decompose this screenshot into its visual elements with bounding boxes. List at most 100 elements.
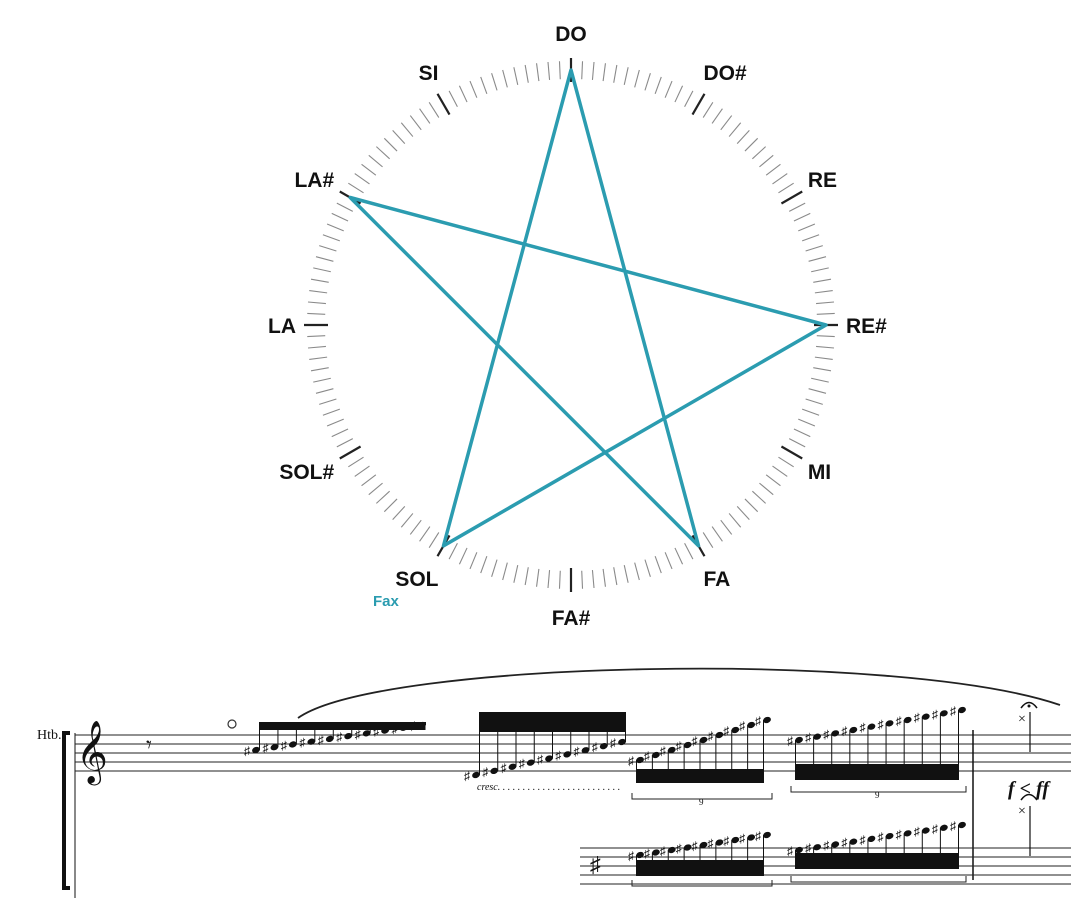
- note-head: [651, 849, 660, 856]
- minor-tick: [720, 115, 733, 131]
- minor-tick: [383, 498, 398, 513]
- note-head: [921, 827, 930, 834]
- note-head: [362, 730, 371, 737]
- minor-tick: [702, 102, 714, 118]
- minor-tick: [751, 490, 767, 504]
- minor-tick: [816, 301, 835, 305]
- harmonic-note-lower-icon: ×: [1018, 804, 1026, 819]
- note-head: [813, 844, 822, 851]
- minor-tick: [315, 388, 334, 394]
- minor-tick: [319, 245, 337, 252]
- note-label-la: LA: [268, 315, 296, 338]
- minor-tick: [354, 173, 370, 185]
- note-head: [667, 746, 676, 754]
- sharp-accidental-icon: ♯: [859, 833, 865, 847]
- note-beam: [479, 712, 626, 732]
- minor-tick: [702, 532, 714, 548]
- minor-tick: [502, 562, 508, 581]
- minor-tick: [772, 173, 788, 185]
- sharp-accidental-icon: ♯: [676, 739, 682, 753]
- minor-tick: [751, 146, 767, 160]
- eighth-rest-icon: 𝄾: [146, 732, 152, 757]
- tuplet-number-2: 9: [875, 790, 880, 800]
- note-head: [667, 846, 676, 854]
- minor-tick: [623, 565, 629, 583]
- note-head: [939, 824, 948, 831]
- sharp-accidental-icon: ♯: [823, 838, 829, 852]
- note-head: [307, 738, 316, 745]
- minor-tick: [623, 67, 629, 85]
- fermata-dot: [1027, 704, 1031, 708]
- tuplet-number-1: 9: [699, 797, 704, 807]
- sharp-accidental-icon: ♯: [841, 724, 847, 738]
- minor-tick: [805, 245, 823, 252]
- note-head: [747, 834, 756, 841]
- note-head: [699, 841, 708, 849]
- minor-tick: [400, 122, 414, 137]
- minor-tick: [814, 356, 833, 361]
- sharp-accidental-icon: ♯: [805, 731, 811, 745]
- minor-tick: [793, 428, 811, 438]
- minor-tick: [524, 567, 529, 586]
- note-head: [472, 771, 480, 779]
- note-head: [636, 756, 644, 764]
- note-head: [885, 832, 894, 840]
- note-head: [849, 726, 858, 734]
- note-head: [683, 741, 692, 749]
- minor-tick: [348, 456, 364, 468]
- sharp-accidental-icon: ♯: [739, 832, 745, 846]
- major-tick: [436, 93, 451, 116]
- note-head: [731, 726, 740, 734]
- sharp-accidental-icon: ♯: [592, 740, 598, 754]
- sharp-accidental-icon: ♯: [644, 749, 650, 763]
- note-group-1: ♯♯♯♯♯♯♯♯♯♯: [244, 719, 426, 758]
- cresc-marking: cresc. . . . . . . . . . . . . . . . . .…: [477, 782, 620, 793]
- minor-tick: [814, 289, 833, 294]
- minor-tick: [811, 377, 829, 383]
- note-head: [903, 830, 912, 837]
- minor-tick: [813, 278, 832, 283]
- sharp-accidental-icon: ♯: [281, 738, 287, 752]
- sharp-accidental-icon: ♯: [787, 734, 793, 748]
- slur: [297, 667, 1061, 719]
- note-labels: DO DO# RE RE# MI FA FA# SOL SOL# LA LA# …: [268, 23, 887, 630]
- note-label-la-sharp: LA#: [294, 169, 334, 192]
- minor-tick: [664, 80, 673, 98]
- minor-tick: [307, 312, 326, 315]
- minor-tick: [674, 85, 684, 103]
- minor-tick: [368, 154, 383, 168]
- minor-tick: [654, 76, 662, 95]
- minor-tick: [419, 526, 431, 542]
- minor-tick: [307, 345, 326, 349]
- minor-tick: [801, 408, 820, 416]
- sharp-accidental-icon: ♯: [676, 842, 682, 856]
- minor-tick: [744, 137, 759, 152]
- note-head: [344, 732, 353, 740]
- sharp-accidental-icon: ♯: [950, 819, 956, 833]
- minor-tick: [319, 398, 337, 405]
- minor-tick: [547, 570, 551, 589]
- sharp-accidental-icon: ♯: [610, 736, 616, 750]
- minor-tick: [711, 526, 723, 542]
- note-group-3: ♯ ♯ ♯ ♯ ♯ ♯ ♯ ♯ ♯: [628, 714, 771, 783]
- note-head: [939, 710, 948, 717]
- score-excerpt: Htb. 𝄞 𝄾 ♯ ♯ ♯ ♯ ♯ ♯ ♯ ♯ ♯ ♯ ♯ ♯ ♯ ♯ ♯ ♯ ♯ ♯ ♯ ♯ ♯ ♯ ♯ ♯ ♯ ♯ ♯ ♯ …: [37, 667, 1071, 898]
- minor-tick: [361, 163, 377, 176]
- note-head: [252, 746, 260, 754]
- note-head: [831, 841, 840, 848]
- note-head: [715, 731, 724, 739]
- minor-tick: [361, 474, 377, 487]
- minor-tick: [816, 335, 835, 338]
- minor-tick: [428, 532, 440, 548]
- note-head: [813, 733, 822, 740]
- minor-tick: [348, 182, 364, 194]
- minor-tick: [711, 108, 723, 124]
- sharp-accidental-icon: ♯: [482, 765, 488, 779]
- sharp-accidental-icon: ♯: [555, 748, 561, 762]
- note-label-mi: MI: [808, 461, 831, 484]
- note-head: [795, 736, 803, 744]
- sharp-accidental-icon: ♯: [660, 744, 666, 758]
- note-head: [867, 723, 876, 730]
- circle-dial: [304, 58, 838, 592]
